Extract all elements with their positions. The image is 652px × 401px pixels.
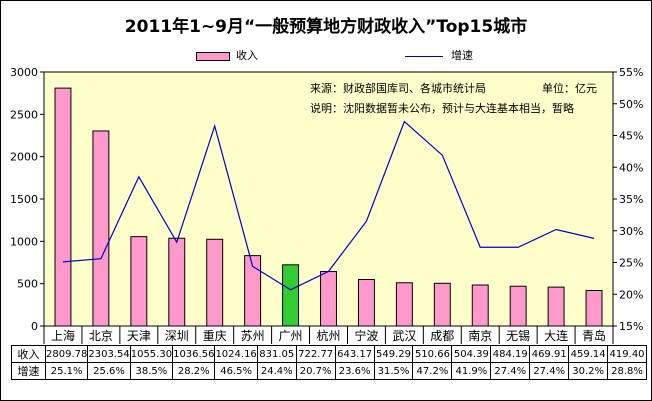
category-label: 宁波 xyxy=(354,328,378,343)
growth-cell-广州: 20.7% xyxy=(295,362,336,380)
income-row: 收入 2809.78 2303.54 1055.30 1036.56 1024.16 83… xyxy=(11,345,648,363)
growth-cell-大连: 30.2% xyxy=(568,362,609,380)
income-cell-深圳: 1036.56 xyxy=(172,345,216,363)
growth-cell-青岛: 28.8% xyxy=(607,362,648,380)
growth-cell-深圳: 28.2% xyxy=(172,362,216,380)
income-cell-北京: 2303.54 xyxy=(87,345,131,363)
income-cell-重庆: 1024.16 xyxy=(214,345,258,363)
bar-成都 xyxy=(433,282,451,327)
bar-上海 xyxy=(54,87,72,327)
legend-growth-swatch xyxy=(405,55,443,57)
income-cell-宁波: 549.29 xyxy=(373,345,414,363)
bar-深圳 xyxy=(168,237,186,327)
growth-cell-无锡: 27.4% xyxy=(529,362,570,380)
category-label: 天津 xyxy=(127,329,151,343)
growth-cell-成都: 41.9% xyxy=(451,362,492,380)
bar-广州 xyxy=(282,264,300,327)
bar-青岛 xyxy=(585,289,603,327)
chart-title: 2011年1~9月“一般预算地方财政收入”Top15城市 xyxy=(124,17,528,37)
bar-杭州 xyxy=(320,271,337,327)
right-axis-tick-label: 55% xyxy=(619,66,643,79)
growth-cell-宁波: 31.5% xyxy=(373,362,414,380)
bar-苏州 xyxy=(244,255,262,327)
category-label: 成都 xyxy=(430,329,454,343)
growth-row-label: 增速 xyxy=(11,362,46,380)
income-cell-上海: 2809.78 xyxy=(44,345,89,363)
legend-income: 收入 xyxy=(196,47,258,62)
legend-income-label: 收入 xyxy=(236,49,258,62)
explanation-note: 说明：沈阳数据暂未公布，预计与大连基本相当，暂略 xyxy=(310,102,574,115)
category-label: 南京 xyxy=(468,328,492,343)
category-label: 广州 xyxy=(279,329,303,343)
unit-note: 单位：亿元 xyxy=(542,82,597,95)
income-cell-大连: 459.14 xyxy=(568,345,609,363)
left-axis-tick-label: 2500 xyxy=(10,108,38,121)
source-note: 来源：财政部国库司、各城市统计局 xyxy=(310,82,486,95)
data-table: 收入 2809.78 2303.54 1055.30 1036.56 1024.16 83… xyxy=(11,345,648,380)
income-cell-天津: 1055.30 xyxy=(129,345,174,363)
growth-row: 增速 25.1% 25.6% 38.5% 28.2% 46.5% 24.4% 20.7% 23… xyxy=(11,362,648,380)
income-row-label: 收入 xyxy=(11,345,46,363)
right-axis-tick-label: 25% xyxy=(619,257,643,270)
bar-天津 xyxy=(130,236,148,327)
category-label: 青岛 xyxy=(582,328,606,343)
income-cell-南京: 484.19 xyxy=(490,345,531,363)
category-label: 杭州 xyxy=(316,328,340,343)
right-axis-tick-label: 20% xyxy=(619,288,643,301)
left-axis-tick-label: 1500 xyxy=(10,193,38,206)
left-axis-tick-label: 3000 xyxy=(10,66,38,79)
bar-武汉 xyxy=(395,282,413,327)
income-cell-无锡: 469.91 xyxy=(529,345,570,363)
growth-cell-上海: 25.1% xyxy=(44,362,89,380)
income-cell-武汉: 510.66 xyxy=(412,345,453,363)
left-axis-tick-label: 2000 xyxy=(10,151,38,164)
bar-无锡 xyxy=(509,285,527,327)
growth-cell-天津: 38.5% xyxy=(129,362,174,380)
right-axis-tick-label: 50% xyxy=(619,98,643,111)
income-cell-广州: 722.77 xyxy=(295,345,336,363)
left-axis-tick-label: 500 xyxy=(17,278,38,291)
category-label: 武汉 xyxy=(392,329,416,343)
growth-cell-北京: 25.6% xyxy=(87,362,131,380)
legend-growth-label: 增速 xyxy=(451,49,473,62)
bar-宁波 xyxy=(357,278,375,327)
category-label: 大连 xyxy=(544,328,568,343)
category-label: 无锡 xyxy=(506,328,530,343)
growth-cell-重庆: 46.5% xyxy=(214,362,258,380)
right-axis-tick-label: 15% xyxy=(619,320,643,333)
income-cell-苏州: 831.05 xyxy=(256,345,297,363)
category-label: 上海 xyxy=(51,328,75,343)
bar-重庆 xyxy=(206,238,224,327)
category-label: 深圳 xyxy=(165,329,189,343)
growth-cell-苏州: 24.4% xyxy=(256,362,297,380)
category-label: 北京 xyxy=(89,329,113,343)
right-axis-tick-label: 45% xyxy=(619,130,643,143)
left-axis-tick-label: 1000 xyxy=(10,235,38,248)
right-axis-tick-label: 40% xyxy=(619,161,643,174)
growth-cell-南京: 27.4% xyxy=(490,362,531,380)
category-label: 重庆 xyxy=(203,329,227,343)
income-cell-成都: 504.39 xyxy=(451,345,492,363)
bar-南京 xyxy=(471,284,489,327)
growth-cell-武汉: 47.2% xyxy=(412,362,453,380)
legend-growth: 增速 xyxy=(405,47,473,62)
left-axis-tick-label: 0 xyxy=(31,320,38,333)
bar-大连 xyxy=(547,286,565,327)
category-label: 苏州 xyxy=(241,329,265,343)
legend-income-swatch xyxy=(196,51,230,61)
income-cell-杭州: 643.17 xyxy=(334,345,375,363)
right-axis-tick-label: 30% xyxy=(619,225,643,238)
growth-cell-杭州: 23.6% xyxy=(334,362,375,380)
income-cell-青岛: 419.40 xyxy=(607,345,648,363)
bar-北京 xyxy=(92,130,110,327)
right-axis-tick-label: 35% xyxy=(619,193,643,206)
